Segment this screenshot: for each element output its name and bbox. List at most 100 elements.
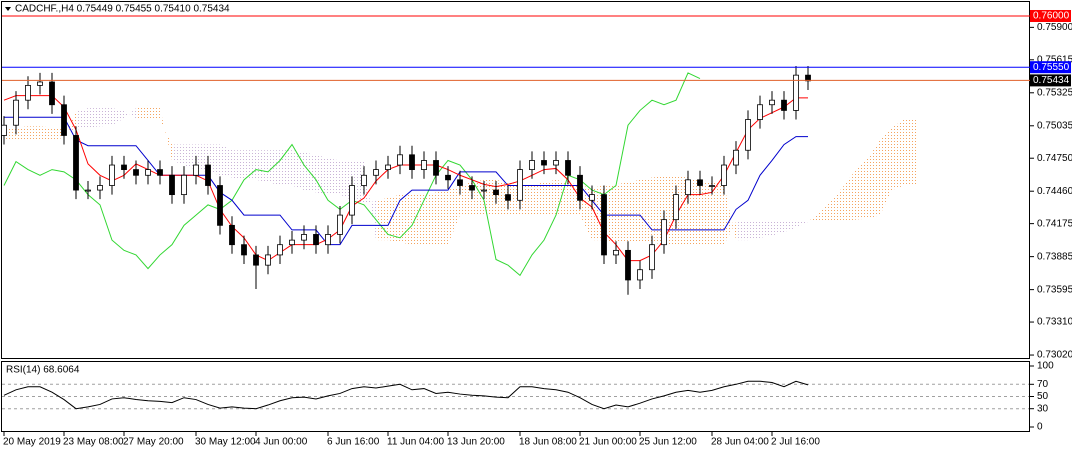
plot-layer: 0.75900 0.75615 0.75325 0.75035 0.74750 0.744… <box>1 9 1072 448</box>
cloud <box>652 176 664 245</box>
cloud <box>424 192 436 245</box>
x-tick-label: 20 May 2019 <box>3 437 61 448</box>
candle-body <box>397 154 403 166</box>
cloud <box>568 182 580 216</box>
cloud <box>328 158 340 195</box>
cloud <box>88 108 100 128</box>
x-tick-label: 30 May 12:00 <box>195 437 256 448</box>
price-label-box <box>1030 9 1071 22</box>
cloud <box>160 108 172 161</box>
candle-body <box>517 169 523 201</box>
chart-title: CADCHF.,H4 0.75449 0.75455 0.75410 0.754… <box>15 4 230 15</box>
y-tick-label: 0.75035 <box>1037 120 1072 131</box>
cloud <box>508 182 520 216</box>
x-tick-label: 28 Jun 04:00 <box>711 437 769 448</box>
cloud <box>904 118 916 186</box>
candle-body <box>169 174 175 196</box>
cloud <box>352 160 364 205</box>
cloud <box>244 150 256 180</box>
cloud <box>724 184 736 245</box>
x-tick-label: 25 Jun 12:00 <box>639 437 697 448</box>
rsi-title: RSI(14) 68.6064 <box>6 365 80 376</box>
y-tick-label: 0.74460 <box>1037 186 1072 197</box>
cloud <box>220 144 232 178</box>
cloud <box>460 182 472 216</box>
x-tick-label: 11 Jun 04:00 <box>387 437 445 448</box>
cloud <box>316 154 328 195</box>
y-tick-label: 0.75325 <box>1037 87 1072 98</box>
candle-body <box>745 119 751 151</box>
candle-body <box>757 104 763 120</box>
candle-body <box>205 164 211 186</box>
candle-body <box>13 99 19 126</box>
candle-body <box>709 185 715 187</box>
cloud <box>580 185 592 241</box>
candle-body <box>445 174 451 181</box>
candle-body <box>277 244 283 256</box>
menu-triangle[interactable] <box>5 7 11 11</box>
candle-body <box>61 104 67 136</box>
cloud <box>232 150 244 180</box>
cloud <box>676 176 688 245</box>
candle-body <box>1 124 7 136</box>
candle-body <box>265 254 271 266</box>
cloud <box>496 179 508 216</box>
candle-body <box>421 160 427 170</box>
candle-body <box>541 160 547 166</box>
cloud <box>364 161 376 241</box>
cloud <box>76 108 88 130</box>
candle-body <box>577 174 583 201</box>
candle-body <box>241 244 247 256</box>
rsi-line <box>3 380 809 410</box>
cloud <box>808 211 820 222</box>
candle-body <box>325 234 331 246</box>
candle-body <box>613 249 619 256</box>
candle-body <box>721 164 727 186</box>
cloud <box>4 127 16 141</box>
candle-body <box>385 164 391 170</box>
y-tick-label: 0.73885 <box>1037 251 1072 262</box>
cloud <box>124 108 136 119</box>
candle-body <box>673 194 679 221</box>
candle-body <box>181 174 187 196</box>
candle-body <box>361 174 367 186</box>
candle-body <box>589 194 595 201</box>
kijun-line <box>4 116 808 246</box>
candle-body <box>769 99 775 106</box>
price-label: 0.75434 <box>1033 75 1070 86</box>
cloud <box>148 105 160 120</box>
cloud <box>532 182 544 216</box>
y-tick-label: 0.75900 <box>1037 22 1072 33</box>
y-tick-label: 0.75615 <box>1037 54 1072 65</box>
candle-body <box>49 81 55 106</box>
cloud <box>472 179 484 216</box>
candle-body <box>493 189 499 196</box>
cloud <box>736 221 748 241</box>
x-tick-label: 23 May 08:00 <box>63 437 124 448</box>
candle-body <box>601 194 607 256</box>
price-label-box <box>1030 74 1071 87</box>
candle-body <box>97 185 103 191</box>
candle-body <box>697 179 703 186</box>
x-tick-label: 13 Jun 20:00 <box>447 437 505 448</box>
candle-body <box>157 169 163 176</box>
cloud <box>784 221 796 233</box>
cloud <box>820 200 832 222</box>
candle-body <box>529 160 535 170</box>
candle-body <box>433 160 439 176</box>
y-tick-label: 70 <box>1037 379 1049 390</box>
cloud <box>64 111 76 138</box>
cloud <box>796 221 808 228</box>
candle-body <box>481 189 487 192</box>
candle-body <box>553 160 559 166</box>
candle-body <box>625 249 631 281</box>
cloud <box>340 160 352 201</box>
y-tick-label: 0 <box>1037 422 1043 433</box>
cloud <box>700 179 712 245</box>
cloud <box>772 221 784 236</box>
candle-body <box>337 214 343 235</box>
candle-body <box>109 164 115 186</box>
candle-body <box>217 185 223 226</box>
x-tick-label: 6 Jun 16:00 <box>327 437 380 448</box>
